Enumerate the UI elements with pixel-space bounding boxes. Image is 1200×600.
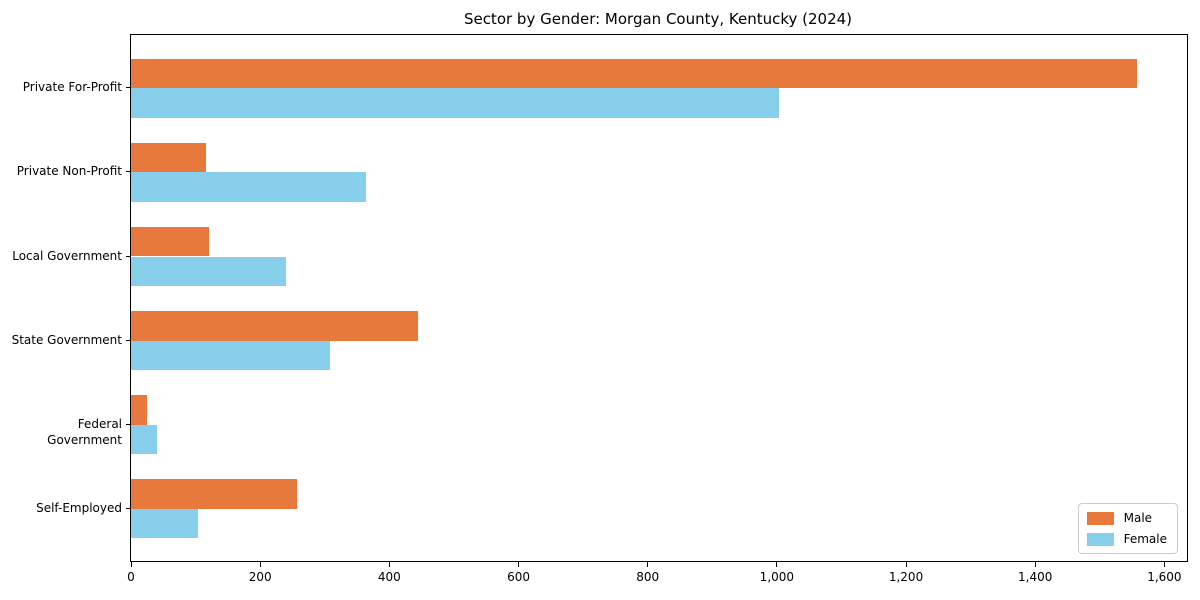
bar-male-local-government (131, 227, 209, 257)
legend-item-female: Female (1086, 532, 1167, 546)
xtick-mark-1400 (1034, 562, 1036, 567)
legend-label-male: Male (1123, 511, 1153, 525)
xtick-mark-200 (259, 562, 261, 567)
ytick-mark-state-government (126, 339, 130, 341)
ytick-label-state-government: State Government (11, 332, 122, 347)
xtick-label-800: 800 (636, 570, 660, 584)
bar-female-federal-government (131, 424, 158, 454)
ytick-mark-private-non-profit (126, 171, 130, 173)
xtick-mark-600 (518, 562, 520, 567)
xtick-mark-800 (647, 562, 649, 567)
xtick-label-400: 400 (377, 570, 401, 584)
bar-female-private-for-profit (131, 88, 779, 118)
ytick-label-self-employed: Self-Employed (36, 500, 122, 515)
legend-swatch-male-icon (1086, 511, 1114, 525)
plot-area: Male Female (130, 34, 1188, 562)
legend: Male Female (1077, 503, 1178, 554)
ytick-label-private-for-profit: Private For-Profit (22, 80, 122, 95)
xtick-label-200: 200 (248, 570, 272, 584)
bar-male-self-employed (131, 479, 297, 509)
bar-female-state-government (131, 340, 330, 370)
xtick-mark-1600 (1163, 562, 1165, 567)
bar-female-self-employed (131, 508, 198, 539)
legend-swatch-female-icon (1086, 532, 1114, 546)
xtick-label-1400: 1,400 (1018, 570, 1053, 584)
bar-female-local-government (131, 256, 286, 286)
ytick-mark-private-for-profit (126, 87, 130, 89)
bar-male-private-non-profit (131, 143, 206, 173)
ytick-label-private-non-profit: Private Non-Profit (16, 164, 122, 179)
xtick-label-600: 600 (507, 570, 530, 584)
xtick-label-1200: 1,200 (888, 570, 924, 584)
ytick-label-local-government: Local Government (12, 248, 122, 263)
ytick-label-federal-government: Federal Government (47, 416, 122, 447)
legend-label-female: Female (1123, 532, 1167, 546)
xtick-label-0: 0 (127, 570, 135, 584)
legend-item-male: Male (1086, 511, 1167, 525)
xtick-mark-400 (388, 562, 390, 567)
bar-male-private-for-profit (131, 59, 1137, 89)
xtick-mark-1200 (905, 562, 907, 567)
bar-male-state-government (131, 311, 418, 341)
ytick-mark-local-government (126, 255, 130, 257)
xtick-mark-1000 (776, 562, 778, 567)
ytick-mark-federal-government (126, 423, 130, 425)
bar-male-federal-government (131, 395, 148, 425)
xtick-label-1600: 1,600 (1147, 570, 1182, 584)
ytick-mark-self-employed (126, 507, 130, 509)
bar-female-private-non-profit (131, 172, 367, 202)
xtick-label-1000: 1,000 (759, 570, 795, 584)
chart-title: Sector by Gender: Morgan County, Kentuck… (463, 10, 853, 28)
xtick-mark-0 (130, 562, 132, 567)
